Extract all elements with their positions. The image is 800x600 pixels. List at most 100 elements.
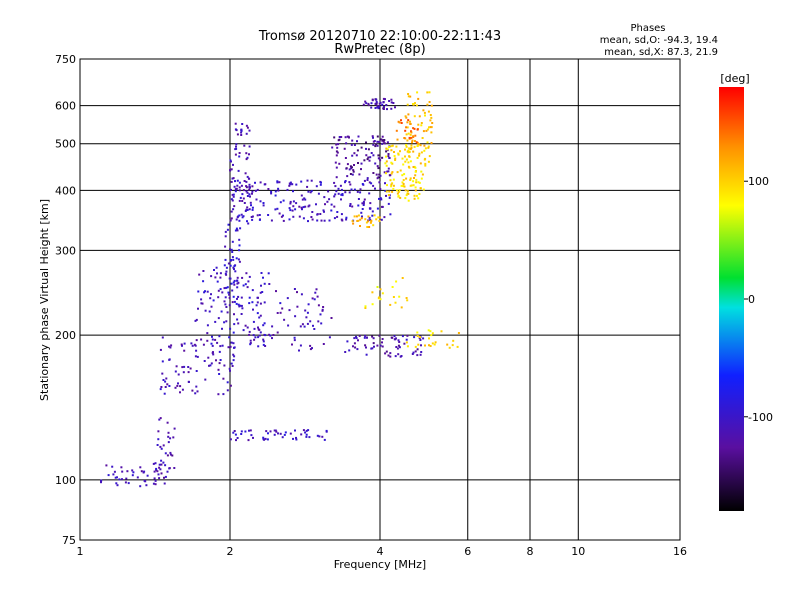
data-point (155, 469, 158, 472)
data-point (407, 119, 410, 122)
data-point (429, 330, 432, 333)
data-point (173, 427, 176, 430)
data-point (401, 277, 404, 279)
data-point (456, 345, 459, 348)
data-point (232, 353, 235, 356)
data-point (364, 305, 367, 308)
data-point (298, 215, 301, 218)
data-point (295, 183, 298, 186)
data-point (419, 353, 422, 356)
data-point (322, 343, 325, 345)
data-point (423, 149, 426, 152)
data-point (402, 183, 405, 185)
data-point (203, 291, 206, 294)
data-point (428, 337, 430, 340)
data-point (226, 389, 229, 392)
data-point (125, 477, 128, 480)
data-point (230, 217, 233, 220)
data-point (289, 432, 292, 435)
data-point (399, 196, 402, 199)
data-point (246, 286, 249, 289)
data-point (401, 157, 404, 160)
data-point (370, 106, 373, 109)
data-point (391, 190, 394, 193)
data-point (228, 296, 231, 299)
data-point (369, 202, 372, 205)
data-point (430, 334, 433, 337)
data-point (198, 273, 201, 276)
data-point (267, 272, 270, 275)
data-point (413, 165, 416, 168)
data-point (116, 476, 118, 479)
data-point (363, 159, 366, 162)
data-point (240, 213, 243, 216)
data-point (375, 173, 378, 176)
data-point (407, 113, 410, 116)
data-point (167, 431, 170, 434)
data-point (349, 203, 352, 205)
data-point (414, 186, 417, 189)
data-point (170, 344, 173, 347)
data-point (311, 347, 313, 350)
data-point (413, 336, 416, 339)
data-point (241, 307, 244, 310)
data-point (448, 346, 451, 349)
data-point (355, 337, 358, 340)
data-point (426, 91, 429, 94)
data-point (306, 322, 309, 325)
data-point (136, 476, 139, 479)
data-point (307, 303, 310, 306)
data-point (366, 336, 368, 339)
data-point (181, 344, 183, 347)
data-point (310, 190, 313, 193)
data-point (228, 367, 231, 370)
data-point (306, 179, 309, 182)
data-point (366, 158, 369, 161)
data-point (316, 213, 319, 216)
data-point (446, 343, 449, 346)
data-point (300, 194, 303, 197)
data-point (245, 185, 248, 188)
data-point (333, 181, 336, 184)
data-point (407, 161, 410, 164)
data-point (252, 320, 255, 323)
data-point (244, 324, 247, 327)
data-point (428, 126, 430, 129)
data-point (191, 344, 194, 347)
data-point (357, 219, 360, 222)
data-point (412, 180, 415, 183)
data-point (264, 183, 267, 186)
data-point (232, 281, 235, 284)
data-point (232, 342, 235, 345)
data-point (417, 343, 420, 346)
data-point (194, 392, 197, 395)
data-point (419, 339, 422, 341)
data-point (209, 364, 212, 367)
data-point (410, 130, 412, 133)
data-point (363, 179, 366, 182)
data-point (349, 183, 352, 186)
data-point (219, 276, 222, 279)
data-point (390, 98, 393, 101)
data-point (139, 485, 142, 488)
data-point (425, 129, 428, 132)
x-tick-label: 16 (673, 545, 687, 558)
data-point (407, 199, 410, 202)
data-point (312, 324, 314, 327)
data-point (227, 346, 230, 349)
data-point (308, 436, 311, 439)
data-point (251, 215, 254, 218)
data-point (378, 173, 381, 176)
data-point (400, 355, 403, 357)
data-point (187, 371, 190, 374)
data-point (405, 297, 408, 299)
data-point (375, 218, 378, 221)
data-point (277, 189, 280, 192)
data-point (295, 436, 297, 439)
data-point (233, 313, 235, 316)
data-point (351, 220, 354, 223)
data-point (397, 344, 400, 347)
data-point (364, 334, 367, 337)
data-point (224, 296, 227, 299)
data-point (260, 272, 263, 274)
